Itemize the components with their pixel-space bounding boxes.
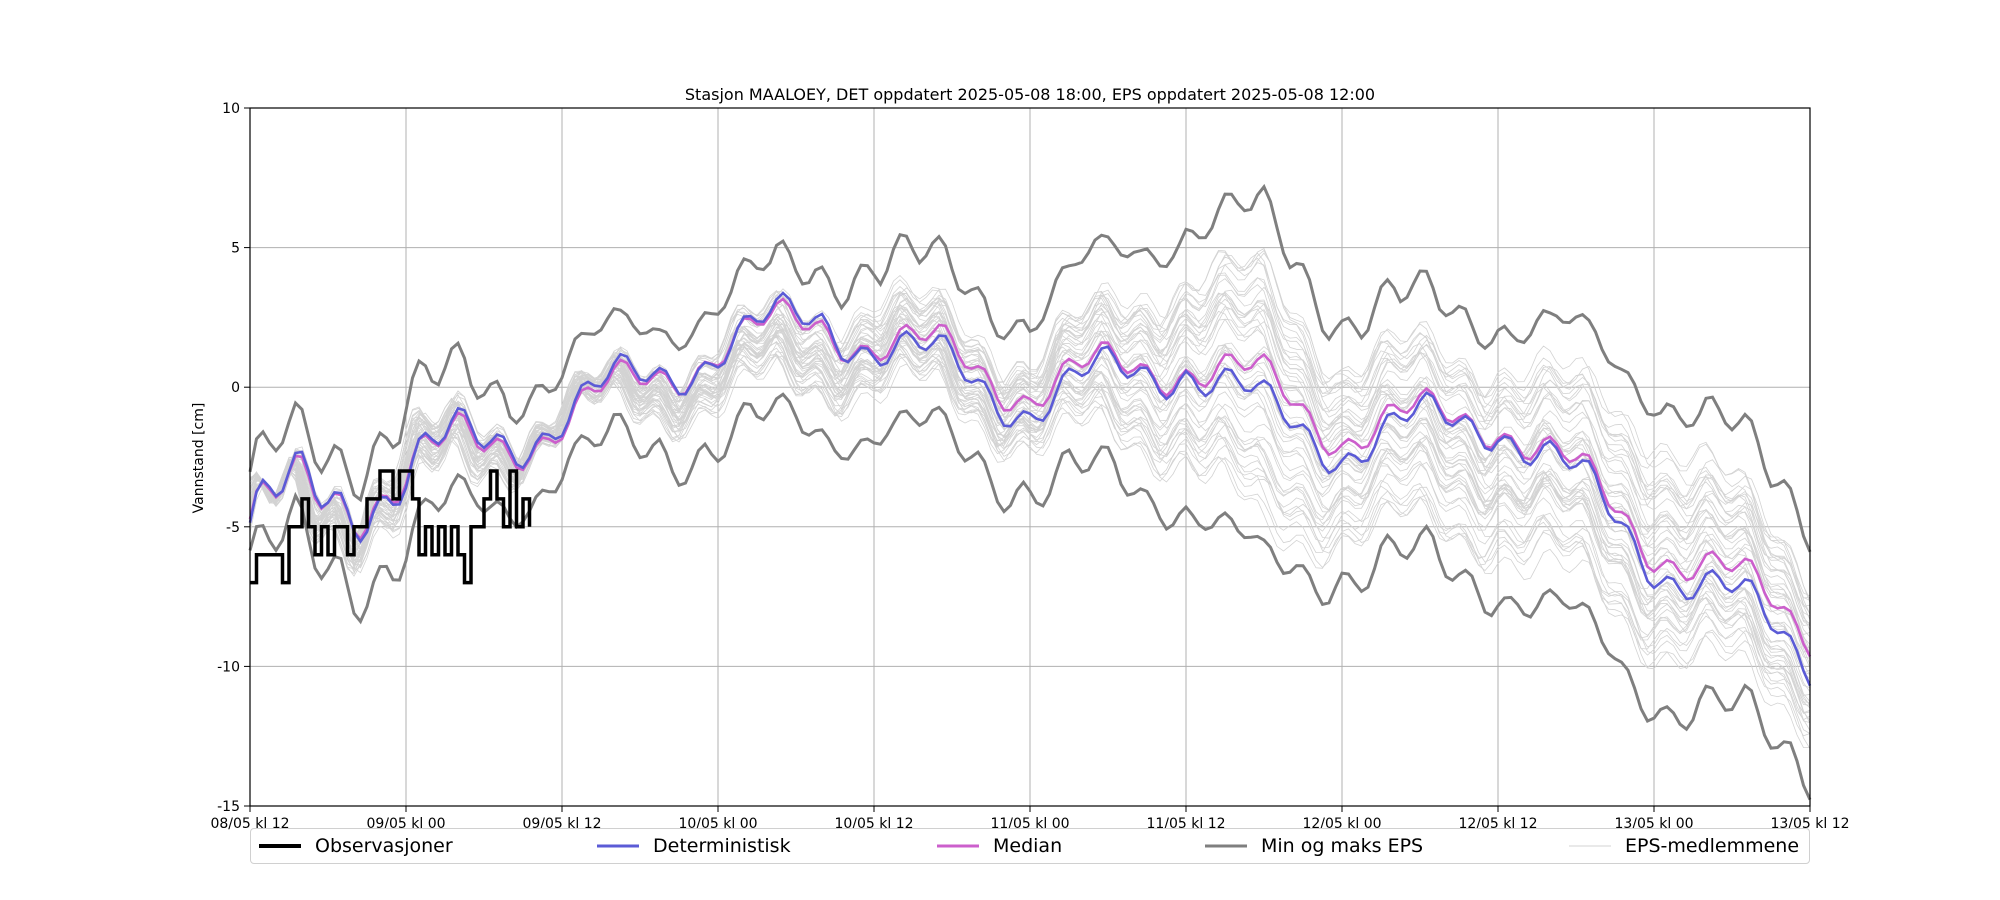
median-line: [248, 297, 1812, 658]
legend-item-deterministic: Deterministisk: [597, 829, 791, 863]
y-tick-label: -5: [226, 520, 240, 536]
legend-swatch-deterministic: [597, 844, 639, 848]
deterministic-line: [248, 291, 1812, 687]
eps-member-line: [249, 274, 1811, 597]
eps-member-line: [249, 277, 1811, 627]
legend: Observasjoner Deterministisk Median Min …: [250, 828, 1810, 864]
legend-label-observations: Observasjoner: [315, 835, 453, 857]
legend-item-eps-members: EPS-medlemmene: [1569, 829, 1799, 863]
eps-max-line: [248, 183, 1812, 553]
legend-swatch-min-max: [1205, 844, 1247, 848]
chart-title: Stasjon MAALOEY, DET oppdatert 2025-05-0…: [685, 85, 1375, 104]
y-axis-label: Vannstand [cm]: [191, 403, 207, 514]
legend-swatch-eps-members: [1569, 845, 1611, 847]
legend-swatch-median: [937, 844, 979, 848]
legend-label-min-max: Min og maks EPS: [1261, 835, 1424, 857]
y-tick-label: -10: [217, 659, 240, 675]
series-lines: [248, 183, 1812, 801]
eps-member-line: [249, 272, 1811, 601]
legend-swatch-observations: [259, 844, 301, 848]
legend-label-eps-members: EPS-medlemmene: [1625, 835, 1800, 857]
y-tick-label: 5: [231, 241, 240, 257]
legend-item-median: Median: [937, 829, 1062, 863]
eps-member-line: [249, 330, 1811, 724]
legend-item-min-max: Min og maks EPS: [1205, 829, 1423, 863]
y-tick-label: 10: [222, 101, 240, 117]
eps-member-line: [249, 313, 1811, 669]
legend-label-deterministic: Deterministisk: [653, 835, 791, 857]
legend-label-median: Median: [993, 835, 1063, 857]
y-tick-label: 0: [231, 380, 240, 396]
observations-line: [250, 469, 532, 585]
legend-item-observations: Observasjoner: [259, 829, 453, 863]
eps-member-line: [249, 291, 1811, 625]
y-tick-label: -15: [217, 799, 240, 815]
